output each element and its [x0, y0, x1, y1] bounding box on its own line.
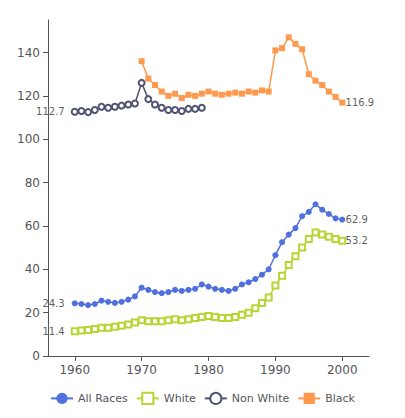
svg-text:140: 140: [17, 46, 40, 60]
svg-text:20: 20: [25, 306, 40, 320]
svg-text:White: White: [164, 392, 196, 405]
svg-text:60: 60: [25, 219, 40, 233]
svg-text:0: 0: [32, 349, 40, 363]
svg-text:1960: 1960: [59, 363, 90, 377]
svg-text:62.9: 62.9: [346, 214, 368, 225]
svg-text:100: 100: [17, 132, 40, 146]
svg-text:1980: 1980: [193, 363, 224, 377]
svg-text:1990: 1990: [260, 363, 291, 377]
svg-text:Black: Black: [325, 392, 355, 405]
svg-text:120: 120: [17, 89, 40, 103]
svg-text:80: 80: [25, 176, 40, 190]
svg-text:112.7: 112.7: [36, 106, 65, 117]
svg-text:11.4: 11.4: [42, 326, 64, 337]
svg-text:116.9: 116.9: [346, 97, 375, 108]
svg-text:2000: 2000: [327, 363, 358, 377]
svg-text:40: 40: [25, 262, 40, 276]
svg-text:1970: 1970: [126, 363, 157, 377]
svg-text:24.3: 24.3: [42, 298, 64, 309]
svg-text:All Races: All Races: [78, 392, 128, 405]
svg-text:53.2: 53.2: [346, 235, 368, 246]
svg-text:Non White: Non White: [232, 392, 290, 405]
